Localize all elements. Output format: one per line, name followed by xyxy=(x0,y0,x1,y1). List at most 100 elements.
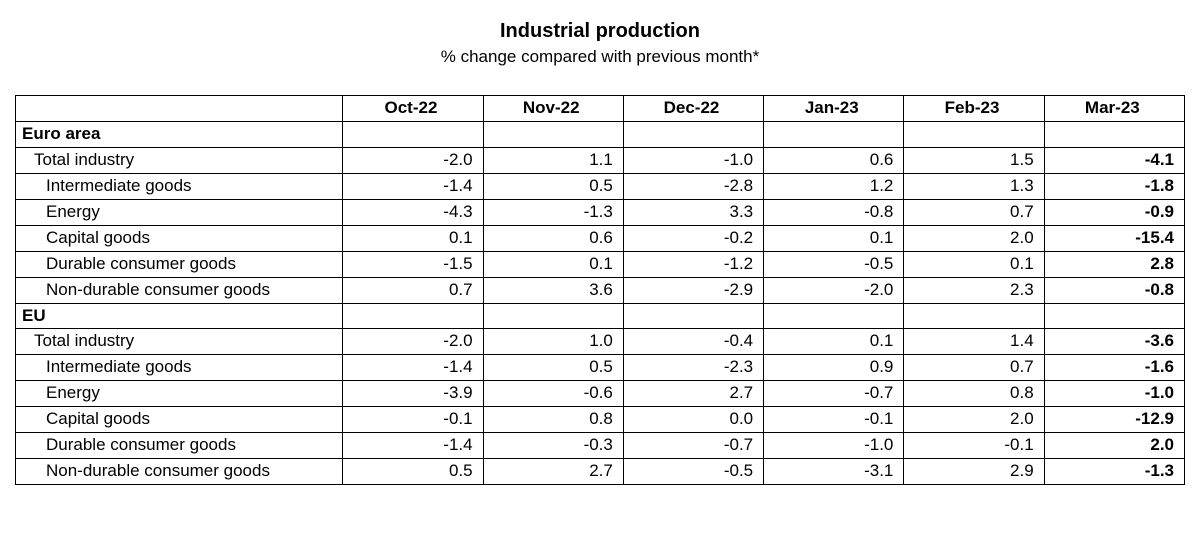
header-month: Jan-23 xyxy=(764,96,904,122)
value-cell: -1.3 xyxy=(483,199,623,225)
value-cell: -1.4 xyxy=(343,173,483,199)
section-label: EU xyxy=(16,303,343,329)
value-cell: 1.5 xyxy=(904,147,1044,173)
value-cell: 2.7 xyxy=(483,459,623,485)
value-cell: 2.0 xyxy=(1044,433,1184,459)
header-month: Nov-22 xyxy=(483,96,623,122)
row-label: Energy xyxy=(16,199,343,225)
value-cell: 2.8 xyxy=(1044,251,1184,277)
value-cell: 0.1 xyxy=(764,329,904,355)
value-cell: -0.8 xyxy=(1044,277,1184,303)
header-month: Feb-23 xyxy=(904,96,1044,122)
value-cell: -1.8 xyxy=(1044,173,1184,199)
empty-cell xyxy=(483,121,623,147)
row-label: Durable consumer goods xyxy=(16,251,343,277)
empty-cell xyxy=(343,303,483,329)
value-cell: 3.6 xyxy=(483,277,623,303)
table-row: Total industry-2.01.1-1.00.61.5-4.1 xyxy=(16,147,1185,173)
page-title: Industrial production xyxy=(15,20,1185,43)
value-cell: 0.5 xyxy=(483,173,623,199)
value-cell: -12.9 xyxy=(1044,407,1184,433)
value-cell: -0.1 xyxy=(343,407,483,433)
value-cell: -3.6 xyxy=(1044,329,1184,355)
value-cell: 3.3 xyxy=(623,199,763,225)
section-label: Euro area xyxy=(16,121,343,147)
value-cell: -0.5 xyxy=(623,459,763,485)
value-cell: -0.6 xyxy=(483,381,623,407)
value-cell: 0.9 xyxy=(764,355,904,381)
value-cell: 0.8 xyxy=(904,381,1044,407)
value-cell: -1.3 xyxy=(1044,459,1184,485)
value-cell: 0.5 xyxy=(343,459,483,485)
value-cell: -0.9 xyxy=(1044,199,1184,225)
value-cell: 1.2 xyxy=(764,173,904,199)
value-cell: 2.3 xyxy=(904,277,1044,303)
value-cell: -2.0 xyxy=(343,147,483,173)
section-row: EU xyxy=(16,303,1185,329)
value-cell: 0.1 xyxy=(343,225,483,251)
value-cell: -0.7 xyxy=(764,381,904,407)
table-row: Intermediate goods-1.40.5-2.81.21.3-1.8 xyxy=(16,173,1185,199)
header-month: Dec-22 xyxy=(623,96,763,122)
value-cell: 0.8 xyxy=(483,407,623,433)
table-row: Capital goods0.10.6-0.20.12.0-15.4 xyxy=(16,225,1185,251)
table-row: Energy-3.9-0.62.7-0.70.8-1.0 xyxy=(16,381,1185,407)
empty-cell xyxy=(1044,303,1184,329)
table-row: Capital goods-0.10.80.0-0.12.0-12.9 xyxy=(16,407,1185,433)
value-cell: 1.4 xyxy=(904,329,1044,355)
empty-cell xyxy=(1044,121,1184,147)
row-label: Total industry xyxy=(16,329,343,355)
value-cell: -1.5 xyxy=(343,251,483,277)
row-label: Intermediate goods xyxy=(16,355,343,381)
table-row: Durable consumer goods-1.50.1-1.2-0.50.1… xyxy=(16,251,1185,277)
section-row: Euro area xyxy=(16,121,1185,147)
value-cell: -15.4 xyxy=(1044,225,1184,251)
value-cell: 1.3 xyxy=(904,173,1044,199)
value-cell: -3.1 xyxy=(764,459,904,485)
value-cell: 0.6 xyxy=(764,147,904,173)
value-cell: 2.9 xyxy=(904,459,1044,485)
value-cell: -0.2 xyxy=(623,225,763,251)
empty-cell xyxy=(483,303,623,329)
value-cell: -1.4 xyxy=(343,355,483,381)
empty-cell xyxy=(343,121,483,147)
header-blank xyxy=(16,96,343,122)
page-subtitle: % change compared with previous month* xyxy=(15,47,1185,67)
value-cell: -0.3 xyxy=(483,433,623,459)
header-row: Oct-22 Nov-22 Dec-22 Jan-23 Feb-23 Mar-2… xyxy=(16,96,1185,122)
table-row: Total industry-2.01.0-0.40.11.4-3.6 xyxy=(16,329,1185,355)
value-cell: 0.7 xyxy=(343,277,483,303)
value-cell: 1.0 xyxy=(483,329,623,355)
value-cell: -0.7 xyxy=(623,433,763,459)
value-cell: -4.1 xyxy=(1044,147,1184,173)
row-label: Durable consumer goods xyxy=(16,433,343,459)
value-cell: -4.3 xyxy=(343,199,483,225)
empty-cell xyxy=(623,303,763,329)
value-cell: -0.5 xyxy=(764,251,904,277)
data-table: Oct-22 Nov-22 Dec-22 Jan-23 Feb-23 Mar-2… xyxy=(15,95,1185,485)
value-cell: -0.1 xyxy=(904,433,1044,459)
value-cell: 0.1 xyxy=(904,251,1044,277)
table-row: Durable consumer goods-1.4-0.3-0.7-1.0-0… xyxy=(16,433,1185,459)
row-label: Energy xyxy=(16,381,343,407)
value-cell: 0.1 xyxy=(764,225,904,251)
value-cell: -2.0 xyxy=(764,277,904,303)
table-row: Intermediate goods-1.40.5-2.30.90.7-1.6 xyxy=(16,355,1185,381)
empty-cell xyxy=(764,121,904,147)
value-cell: 1.1 xyxy=(483,147,623,173)
value-cell: 2.7 xyxy=(623,381,763,407)
value-cell: 0.0 xyxy=(623,407,763,433)
value-cell: -2.8 xyxy=(623,173,763,199)
value-cell: -1.2 xyxy=(623,251,763,277)
row-label: Non-durable consumer goods xyxy=(16,459,343,485)
empty-cell xyxy=(764,303,904,329)
value-cell: -3.9 xyxy=(343,381,483,407)
row-label: Intermediate goods xyxy=(16,173,343,199)
value-cell: -2.9 xyxy=(623,277,763,303)
row-label: Capital goods xyxy=(16,225,343,251)
empty-cell xyxy=(904,121,1044,147)
value-cell: 0.5 xyxy=(483,355,623,381)
value-cell: -2.0 xyxy=(343,329,483,355)
value-cell: 2.0 xyxy=(904,407,1044,433)
value-cell: -1.4 xyxy=(343,433,483,459)
